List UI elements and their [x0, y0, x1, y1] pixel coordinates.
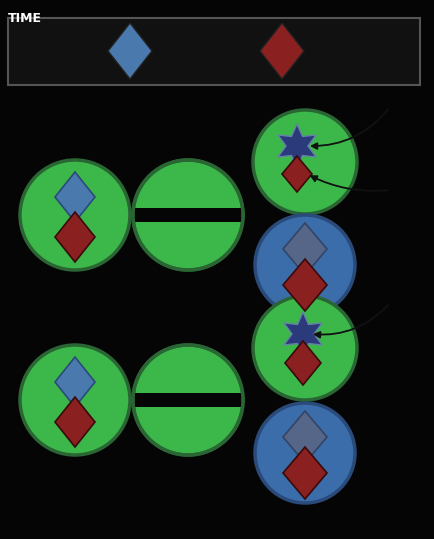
Circle shape: [20, 160, 130, 270]
Polygon shape: [55, 172, 95, 222]
Polygon shape: [260, 23, 303, 79]
Circle shape: [253, 110, 356, 214]
Text: TIME: TIME: [8, 12, 42, 25]
Polygon shape: [277, 124, 316, 168]
Bar: [8, 18, 419, 85]
Polygon shape: [283, 447, 326, 499]
Polygon shape: [283, 411, 326, 463]
Polygon shape: [281, 156, 311, 192]
Circle shape: [20, 345, 130, 455]
Polygon shape: [283, 312, 321, 356]
Circle shape: [254, 403, 354, 503]
Polygon shape: [283, 259, 326, 311]
Polygon shape: [55, 397, 95, 447]
Polygon shape: [283, 223, 326, 275]
Circle shape: [133, 345, 243, 455]
Circle shape: [253, 296, 356, 400]
Polygon shape: [55, 357, 95, 407]
Polygon shape: [284, 341, 320, 385]
Polygon shape: [55, 212, 95, 262]
Bar: [133, 208, 243, 222]
Polygon shape: [108, 23, 151, 79]
Circle shape: [254, 215, 354, 315]
Bar: [133, 393, 243, 407]
Circle shape: [133, 160, 243, 270]
